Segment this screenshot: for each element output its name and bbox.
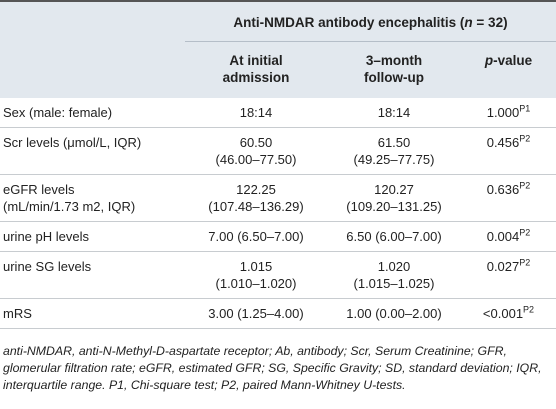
cell-line: Sex (male: female) — [3, 105, 113, 120]
initial-value: 7.00 (6.50–7.00) — [185, 221, 327, 252]
cell-line: 61.50 — [377, 135, 411, 150]
table-row: Sex (male: female) 18:14 18:14 1.000P1 — [0, 98, 556, 128]
cell-line: 3.00 (1.25–4.00) — [208, 306, 304, 321]
p-value: 0.027P2 — [461, 251, 556, 299]
table-row: mRS 3.00 (1.25–4.00) 1.00 (0.00–2.00) <0.00… — [0, 298, 556, 329]
group-title: Anti-NMDAR antibody encephalitis (n = 32… — [185, 1, 556, 42]
table-body: Sex (male: female) 18:14 18:14 1.000P1 Scr l… — [0, 98, 556, 329]
header-line: At initial — [229, 53, 283, 68]
data-table: Anti-NMDAR antibody encephalitis (n = 32… — [0, 0, 556, 329]
p-value: 0.004P2 — [461, 221, 556, 252]
header-row: At initial admission 3–month follow-up p-v… — [0, 41, 556, 99]
title-text: Anti-NMDAR antibody encephalitis ( — [233, 15, 465, 30]
table-row: urine SG levels 1.015 (1.010–1.020) 1.020 (1… — [0, 251, 556, 299]
initial-value: 18:14 — [185, 98, 327, 128]
title-italic: n — [464, 15, 473, 30]
cell-line: urine pH levels — [3, 229, 89, 244]
cell-line: 1.00 (0.00–2.00) — [346, 306, 442, 321]
cell-line: (1.010–1.020) — [215, 276, 297, 291]
test-marker: P2 — [523, 304, 535, 315]
test-marker: P2 — [519, 227, 531, 238]
p-number: 0.456 — [486, 135, 520, 150]
column-header: 3–month follow-up — [327, 42, 461, 99]
cell-line: (46.00–77.50) — [215, 152, 297, 167]
p-number: 1.000 — [486, 105, 520, 120]
cell-line: 18:14 — [239, 105, 273, 120]
cell-line: urine SG levels — [3, 259, 92, 274]
cell-line: 60.50 — [239, 135, 273, 150]
cell-line: 1.015 — [239, 259, 273, 274]
test-marker: P2 — [519, 180, 531, 191]
row-label: urine SG levels — [0, 251, 185, 299]
table-row: urine pH levels 7.00 (6.50–7.00) 6.50 (6.0… — [0, 221, 556, 252]
title-text: = 32) — [472, 15, 508, 30]
cell-line: 6.50 (6.00–7.00) — [346, 229, 442, 244]
table-row: Scr levels (μmol/L, IQR) 60.50 (46.00–77.5… — [0, 127, 556, 175]
header-line: 3–month — [365, 53, 423, 68]
p-number: <0.001 — [482, 306, 524, 321]
header-line: admission — [222, 70, 290, 85]
cell-line: 7.00 (6.50–7.00) — [208, 229, 304, 244]
footnote: anti-NMDAR, anti-N-Methyl-D-aspartate re… — [3, 344, 542, 392]
followup-value: 120.27 (109.20–131.25) — [327, 174, 461, 222]
column-header: At initial admission — [185, 42, 327, 99]
header-row: Anti-NMDAR antibody encephalitis (n = 32… — [0, 1, 556, 42]
cell-line: 18:14 — [377, 105, 411, 120]
column-header: p-value — [461, 42, 556, 99]
row-label: Sex (male: female) — [0, 98, 185, 128]
cell-line: (109.20–131.25) — [346, 199, 442, 214]
table-header: Anti-NMDAR antibody encephalitis (n = 32… — [0, 1, 556, 98]
followup-value: 1.00 (0.00–2.00) — [327, 298, 461, 329]
followup-value: 6.50 (6.00–7.00) — [327, 221, 461, 252]
p-number: 0.004 — [486, 229, 520, 244]
p-value: 1.000P1 — [461, 98, 556, 128]
header-text: -value — [493, 53, 533, 68]
cell-line: (1.015–1.025) — [353, 276, 435, 291]
p-value: 0.636P2 — [461, 174, 556, 222]
test-marker: P2 — [519, 257, 531, 268]
row-label: mRS — [0, 298, 185, 329]
test-marker: P2 — [519, 133, 531, 144]
p-value: <0.001P2 — [461, 298, 556, 329]
initial-value: 60.50 (46.00–77.50) — [185, 127, 327, 175]
cell-line: (107.48–136.29) — [208, 199, 304, 214]
cell-line: Scr levels (μmol/L, IQR) — [3, 135, 142, 150]
initial-value: 122.25 (107.48–136.29) — [185, 174, 327, 222]
header-italic: p — [484, 53, 494, 68]
cell-line: 120.27 — [374, 182, 414, 197]
followup-value: 18:14 — [327, 98, 461, 128]
cell-line: 1.020 — [377, 259, 411, 274]
cell-line: (49.25–77.75) — [353, 152, 435, 167]
table-row: eGFR levels (mL/min/1.73 m2, IQR) 122.25 (1… — [0, 174, 556, 222]
cell-line: mRS — [3, 306, 32, 321]
p-number: 0.027 — [486, 259, 520, 274]
p-value: 0.456P2 — [461, 127, 556, 175]
cell-line: (mL/min/1.73 m2, IQR) — [3, 199, 136, 214]
empty-cell — [0, 1, 185, 42]
row-label: eGFR levels (mL/min/1.73 m2, IQR) — [0, 174, 185, 222]
initial-value: 1.015 (1.010–1.020) — [185, 251, 327, 299]
header-line: follow-up — [364, 70, 424, 85]
row-label: urine pH levels — [0, 221, 185, 252]
followup-value: 61.50 (49.25–77.75) — [327, 127, 461, 175]
test-marker: P1 — [519, 103, 531, 114]
followup-value: 1.020 (1.015–1.025) — [327, 251, 461, 299]
row-label: Scr levels (μmol/L, IQR) — [0, 127, 185, 175]
empty-cell — [0, 42, 185, 99]
cell-line: 122.25 — [236, 182, 276, 197]
p-number: 0.636 — [486, 182, 520, 197]
cell-line: eGFR levels — [3, 182, 75, 197]
initial-value: 3.00 (1.25–4.00) — [185, 298, 327, 329]
